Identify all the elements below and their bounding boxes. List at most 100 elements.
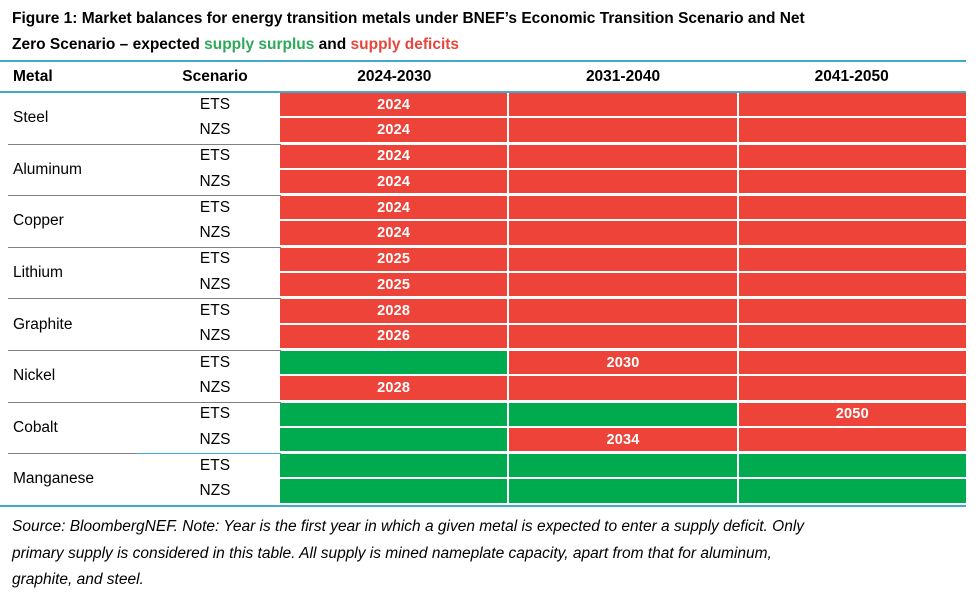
row-copper-ets: ETS 2024 bbox=[150, 196, 966, 222]
group-divider bbox=[8, 298, 281, 300]
period-bars: 2024 bbox=[280, 169, 966, 196]
period-bars bbox=[280, 479, 966, 505]
period-bars: 2028 bbox=[280, 376, 966, 402]
deficit-bar bbox=[738, 144, 966, 168]
scenario-label: NZS bbox=[199, 482, 231, 500]
group-divider bbox=[8, 246, 281, 248]
surplus-bar bbox=[509, 402, 737, 426]
deficit-bar bbox=[738, 376, 966, 400]
metal-label: Copper bbox=[13, 212, 64, 230]
deficit-year-label: 2025 bbox=[377, 276, 411, 293]
deficit-bar: 2026 bbox=[280, 324, 508, 348]
period-bars: 2024 bbox=[280, 93, 966, 119]
header-scenario: Scenario bbox=[182, 67, 248, 85]
row-lithium-nzs: NZS 2025 bbox=[150, 273, 966, 299]
deficit-bar: 2025 bbox=[280, 273, 508, 297]
scenario-label: NZS bbox=[199, 430, 231, 448]
deficit-bar bbox=[509, 273, 737, 297]
deficit-bar bbox=[509, 169, 737, 194]
row-cobalt-ets: ETS 2050 bbox=[150, 402, 966, 428]
header-period-2041-2050: 2041-2050 bbox=[814, 67, 889, 85]
surplus-bar bbox=[738, 454, 966, 478]
metal-group-steel: Steel ETS 2024 NZS 2024 bbox=[0, 93, 966, 144]
metal-label: Cobalt bbox=[13, 418, 58, 436]
row-manganese-ets: ETS bbox=[150, 454, 966, 480]
balance-table: Metal Scenario 2024-2030 2031-2040 2041-… bbox=[0, 60, 966, 507]
title-deficit-text: supply deficits bbox=[350, 36, 460, 53]
scenario-label: ETS bbox=[199, 456, 231, 474]
scenario-label: ETS bbox=[199, 147, 231, 165]
period-bars: 2025 bbox=[280, 273, 966, 299]
deficit-bar: 2028 bbox=[280, 376, 508, 400]
deficit-year-label: 2030 bbox=[606, 354, 640, 371]
scenario-label: NZS bbox=[199, 224, 231, 242]
scenario-rows: ETS 2024 NZS 2024 bbox=[150, 93, 966, 144]
deficit-year-label: 2026 bbox=[377, 328, 411, 345]
period-bars: 2030 bbox=[280, 350, 966, 377]
group-divider bbox=[8, 349, 281, 351]
period-bars: 2024 bbox=[280, 118, 966, 144]
deficit-bar bbox=[738, 324, 966, 348]
deficit-bar bbox=[509, 118, 737, 142]
row-manganese-nzs: NZS bbox=[150, 479, 966, 505]
deficit-bar bbox=[738, 118, 966, 142]
source-note-line: primary supply is considered in this tab… bbox=[12, 544, 772, 562]
row-cobalt-nzs: NZS 2034 bbox=[150, 427, 966, 454]
period-bars: 2025 bbox=[280, 247, 966, 274]
scenario-label: NZS bbox=[199, 172, 231, 190]
metal-label: Nickel bbox=[13, 367, 56, 385]
period-bars: 2028 bbox=[280, 299, 966, 325]
scenario-label: ETS bbox=[199, 405, 231, 423]
scenario-label: ETS bbox=[199, 95, 231, 113]
title-surplus-text: supply surplus bbox=[204, 36, 315, 53]
table-header-rule bbox=[0, 91, 966, 93]
deficit-bar bbox=[509, 144, 737, 168]
period-bars bbox=[280, 454, 966, 480]
surplus-bar bbox=[280, 454, 508, 478]
deficit-bar bbox=[509, 324, 737, 348]
deficit-year-label: 2024 bbox=[377, 148, 411, 165]
deficit-year-label: 2034 bbox=[606, 431, 640, 448]
metal-label: Graphite bbox=[13, 315, 73, 333]
row-steel-nzs: NZS 2024 bbox=[150, 118, 966, 144]
deficit-bar: 2028 bbox=[280, 299, 508, 323]
deficit-bar: 2024 bbox=[280, 118, 508, 142]
scenario-label: NZS bbox=[199, 275, 231, 293]
scenario-rows: ETS 2030 NZS 2028 bbox=[150, 350, 966, 402]
table-body: Steel ETS 2024 NZS 2024 Aluminum ETS 2024 NZS 202… bbox=[0, 93, 966, 505]
deficit-year-label: 2024 bbox=[377, 199, 411, 216]
surplus-bar bbox=[509, 479, 737, 503]
metal-label: Lithium bbox=[13, 264, 63, 282]
row-nickel-nzs: NZS 2028 bbox=[150, 376, 966, 402]
scenario-rows: ETS NZS bbox=[150, 454, 966, 505]
deficit-bar bbox=[509, 93, 737, 117]
metal-group-nickel: Nickel ETS 2030 NZS 2028 bbox=[0, 350, 966, 402]
deficit-bar bbox=[509, 376, 737, 400]
deficit-bar: 2030 bbox=[509, 350, 737, 375]
deficit-bar: 2034 bbox=[509, 427, 737, 452]
title-and-text: and bbox=[314, 36, 351, 53]
surplus-bar bbox=[280, 350, 508, 375]
deficit-bar: 2024 bbox=[280, 196, 508, 220]
source-note-line: Source: BloombergNEF. Note: Year is the … bbox=[12, 518, 805, 535]
metal-group-copper: Copper ETS 2024 NZS 2024 bbox=[0, 196, 966, 247]
deficit-year-label: 2028 bbox=[377, 379, 411, 396]
deficit-bar: 2025 bbox=[280, 247, 508, 272]
period-bars: 2026 bbox=[280, 324, 966, 350]
metal-group-cobalt: Cobalt ETS 2050 NZS 2034 bbox=[0, 402, 966, 454]
metal-group-lithium: Lithium ETS 2025 NZS 2025 bbox=[0, 247, 966, 299]
row-lithium-ets: ETS 2025 bbox=[150, 247, 966, 274]
scenario-label: NZS bbox=[199, 120, 231, 138]
deficit-year-label: 2025 bbox=[377, 251, 411, 268]
deficit-bar bbox=[738, 273, 966, 297]
table-header-row: Metal Scenario 2024-2030 2031-2040 2041-… bbox=[0, 62, 966, 91]
deficit-bar bbox=[738, 169, 966, 194]
deficit-bar bbox=[738, 247, 966, 272]
deficit-bar: 2024 bbox=[280, 221, 508, 245]
row-graphite-ets: ETS 2028 bbox=[150, 299, 966, 325]
row-nickel-ets: ETS 2030 bbox=[150, 350, 966, 377]
group-divider bbox=[8, 195, 281, 197]
deficit-bar bbox=[509, 196, 737, 220]
group-divider bbox=[8, 143, 281, 145]
period-bars: 2024 bbox=[280, 196, 966, 222]
